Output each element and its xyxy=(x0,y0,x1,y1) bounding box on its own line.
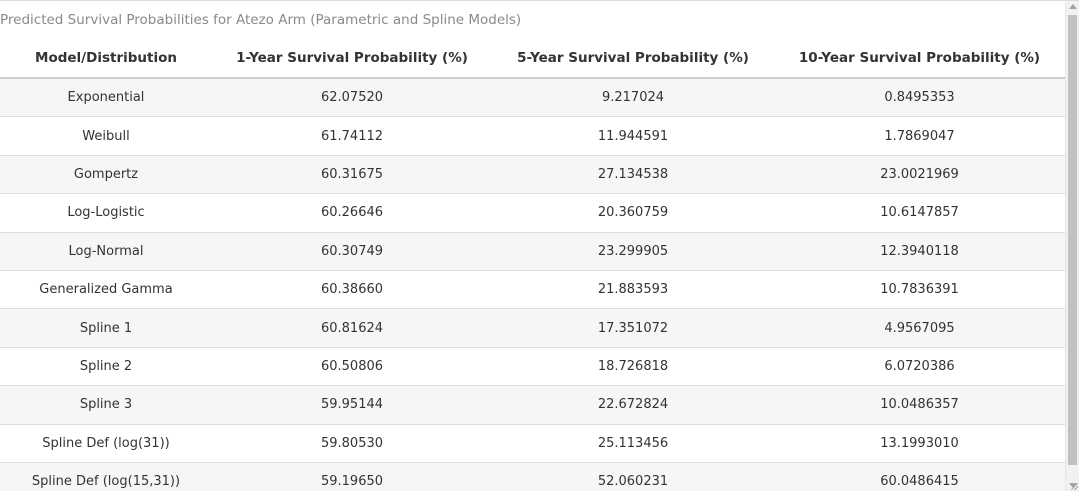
table-row: Generalized Gamma 60.38660 21.883593 10.… xyxy=(0,270,1065,310)
cell-5-year: 20.360759 xyxy=(492,193,774,233)
cell-5-year: 27.134538 xyxy=(492,155,774,195)
cell-1-year: 60.31675 xyxy=(212,155,492,195)
resize-grip-icon[interactable] xyxy=(1070,482,1078,490)
cell-10-year: 10.7836391 xyxy=(774,270,1065,310)
cell-model: Log-Logistic xyxy=(0,193,212,233)
column-header-10-year[interactable]: 10-Year Survival Probability (%) xyxy=(774,39,1065,79)
cell-10-year: 0.8495353 xyxy=(774,78,1065,118)
table-row: Spline 3 59.95144 22.672824 10.0486357 xyxy=(0,385,1065,425)
cell-model: Spline Def (log(31)) xyxy=(0,424,212,463)
cell-model: Spline 1 xyxy=(0,308,212,348)
cell-model: Gompertz xyxy=(0,155,212,195)
cell-5-year: 52.060231 xyxy=(492,462,774,491)
cell-1-year: 60.30749 xyxy=(212,232,492,271)
cell-model: Spline 3 xyxy=(0,385,212,425)
table-row: Spline 2 60.50806 18.726818 6.0720386 xyxy=(0,347,1065,387)
cell-5-year: 17.351072 xyxy=(492,308,774,348)
table-row: Exponential 62.07520 9.217024 0.8495353 xyxy=(0,78,1065,118)
cell-10-year: 10.0486357 xyxy=(774,385,1065,425)
column-header-model[interactable]: Model/Distribution xyxy=(0,39,212,79)
column-header-1-year[interactable]: 1-Year Survival Probability (%) xyxy=(212,39,492,79)
table-row: Gompertz 60.31675 27.134538 23.0021969 xyxy=(0,155,1065,195)
cell-model: Log-Normal xyxy=(0,232,212,271)
cell-1-year: 59.95144 xyxy=(212,385,492,425)
cell-model: Exponential xyxy=(0,78,212,118)
scrollbar-thumb[interactable] xyxy=(1068,15,1077,465)
survival-table: Model/Distribution 1-Year Survival Proba… xyxy=(0,39,1065,491)
cell-5-year: 11.944591 xyxy=(492,116,774,156)
cell-model: Weibull xyxy=(0,116,212,156)
cell-model: Spline 2 xyxy=(0,347,212,387)
cell-5-year: 25.113456 xyxy=(492,424,774,463)
cell-1-year: 60.81624 xyxy=(212,308,492,348)
cell-10-year: 1.7869047 xyxy=(774,116,1065,156)
table-row: Weibull 61.74112 11.944591 1.7869047 xyxy=(0,116,1065,156)
cell-1-year: 59.80530 xyxy=(212,424,492,463)
cell-model: Generalized Gamma xyxy=(0,270,212,310)
cell-10-year: 4.9567095 xyxy=(774,308,1065,348)
cell-5-year: 9.217024 xyxy=(492,78,774,118)
table-row: Log-Normal 60.30749 23.299905 12.3940118 xyxy=(0,232,1065,271)
table-row: Spline 1 60.81624 17.351072 4.9567095 xyxy=(0,308,1065,348)
vertical-scrollbar[interactable] xyxy=(1065,1,1079,491)
cell-1-year: 60.26646 xyxy=(212,193,492,233)
cell-5-year: 23.299905 xyxy=(492,232,774,271)
scroll-up-arrow-icon[interactable] xyxy=(1069,4,1077,9)
table-row: Spline Def (log(15,31)) 59.19650 52.0602… xyxy=(0,462,1065,491)
table-row: Log-Logistic 60.26646 20.360759 10.61478… xyxy=(0,193,1065,233)
cell-10-year: 13.1993010 xyxy=(774,424,1065,463)
table-caption: Predicted Survival Probabilities for Ate… xyxy=(0,12,522,28)
cell-model: Spline Def (log(15,31)) xyxy=(0,462,212,491)
cell-1-year: 59.19650 xyxy=(212,462,492,491)
cell-1-year: 60.50806 xyxy=(212,347,492,387)
table-row: Spline Def (log(31)) 59.80530 25.113456 … xyxy=(0,424,1065,463)
cell-1-year: 62.07520 xyxy=(212,78,492,118)
column-header-5-year[interactable]: 5-Year Survival Probability (%) xyxy=(492,39,774,79)
cell-1-year: 61.74112 xyxy=(212,116,492,156)
cell-5-year: 18.726818 xyxy=(492,347,774,387)
cell-10-year: 10.6147857 xyxy=(774,193,1065,233)
cell-1-year: 60.38660 xyxy=(212,270,492,310)
header-row: Model/Distribution 1-Year Survival Proba… xyxy=(0,39,1065,79)
cell-10-year: 60.0486415 xyxy=(774,462,1065,491)
cell-5-year: 21.883593 xyxy=(492,270,774,310)
cell-10-year: 23.0021969 xyxy=(774,155,1065,195)
cell-5-year: 22.672824 xyxy=(492,385,774,425)
cell-10-year: 6.0720386 xyxy=(774,347,1065,387)
cell-10-year: 12.3940118 xyxy=(774,232,1065,271)
